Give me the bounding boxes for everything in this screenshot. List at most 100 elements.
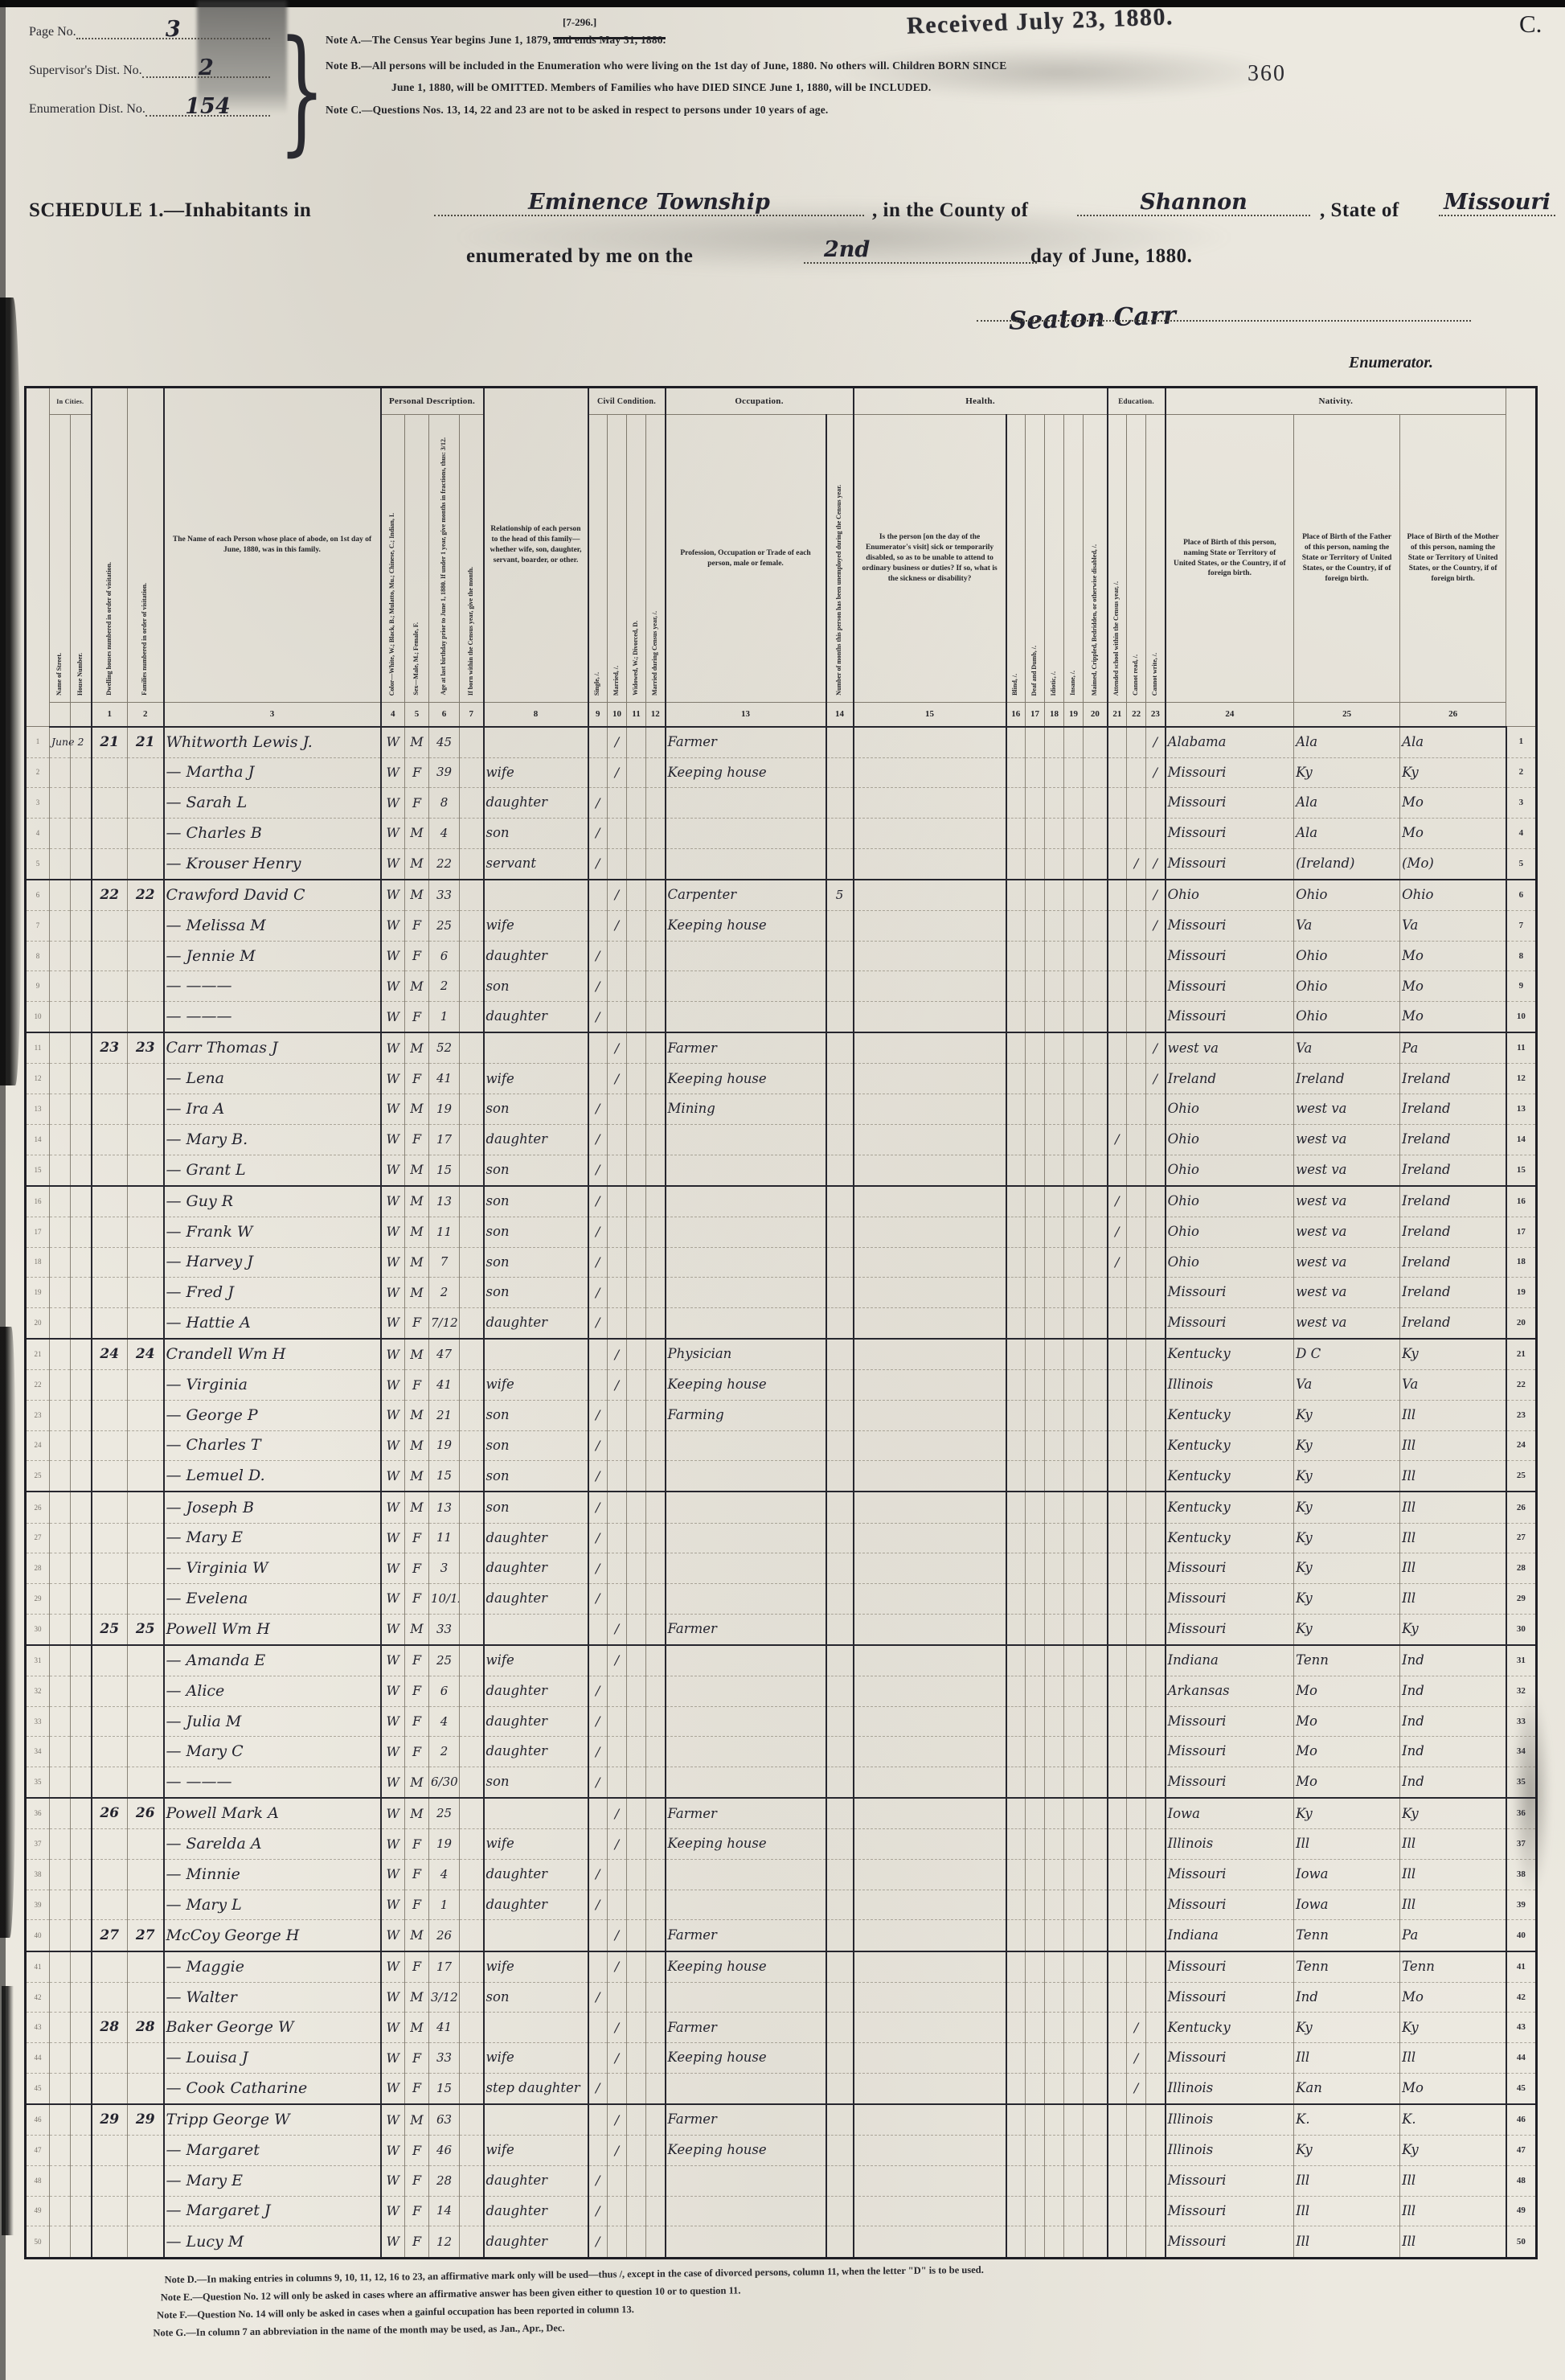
cell-cr bbox=[1126, 1001, 1147, 1034]
cell-fam: 23 bbox=[127, 1032, 164, 1065]
cell-mc bbox=[645, 1460, 666, 1493]
col-unemployed-header: Number of months this person has been un… bbox=[825, 414, 854, 703]
table-row: 25— Lemuel D. W M 15 son / Kentucky Ky Ill 25 bbox=[25, 1460, 1538, 1493]
supervisor-dist-label: Supervisor's Dist. No. bbox=[29, 63, 142, 77]
cell-s: F bbox=[404, 1553, 429, 1584]
cell-rn: 28 bbox=[1505, 1553, 1538, 1584]
cell-sc bbox=[1106, 787, 1128, 819]
cell-pm: Mo bbox=[1399, 818, 1507, 849]
cell-rn: 34 bbox=[1505, 1736, 1538, 1768]
cell-mr bbox=[607, 1492, 627, 1524]
cell-wd bbox=[626, 1553, 646, 1584]
cell-wd bbox=[626, 879, 646, 912]
cell-name: — Mary C bbox=[162, 1736, 381, 1768]
cell-pf: Ky bbox=[1293, 1430, 1401, 1462]
cell-name: — Jennie M bbox=[162, 941, 381, 972]
cell-wd bbox=[626, 1523, 646, 1554]
cell-mc bbox=[645, 1277, 666, 1308]
cell-mr bbox=[607, 970, 627, 1003]
cell-pm: Ill bbox=[1399, 1828, 1507, 1861]
cell-mr: / bbox=[607, 757, 627, 789]
cell-pf: west va bbox=[1293, 1185, 1401, 1217]
cell-un bbox=[825, 1155, 854, 1187]
cell-sg: / bbox=[587, 1185, 608, 1217]
cell-dw bbox=[90, 1247, 128, 1278]
cell-st bbox=[49, 757, 71, 789]
table-row: 6 22 22 Crawford David C W M 33/Carpenter 5/Ohi… bbox=[25, 879, 1538, 912]
cell-i18 bbox=[1044, 1430, 1065, 1462]
cell-occ: Carpenter bbox=[664, 879, 827, 912]
cell-sc bbox=[1106, 1032, 1128, 1065]
cell-sc bbox=[1106, 2165, 1128, 2197]
cell-m7 bbox=[459, 1859, 484, 1890]
cell-pm: K. bbox=[1399, 2104, 1507, 2136]
cell-cw bbox=[1145, 1247, 1166, 1278]
cell-a: 41 bbox=[428, 2012, 460, 2044]
cell-pb: Missouri bbox=[1164, 757, 1295, 789]
table-row: 43 28 28 Baker George W W M 41/Farmer / Kentucky… bbox=[25, 2012, 1538, 2044]
cell-name: — Julia M bbox=[162, 1706, 381, 1738]
cell-mr: / bbox=[607, 1032, 627, 1065]
cell-a: 28 bbox=[428, 2165, 460, 2197]
cell-dw bbox=[90, 2135, 128, 2166]
cell-i18 bbox=[1044, 1828, 1065, 1861]
cell-c: W bbox=[379, 1124, 405, 1155]
cell-s: F bbox=[404, 1951, 429, 1983]
cell-pf: Ky bbox=[1293, 1400, 1401, 1431]
col-sickness-header: Is the person [on the day of the Enumera… bbox=[852, 414, 1007, 703]
cell-pm: Ky bbox=[1399, 2012, 1507, 2044]
cell-occ: Farmer bbox=[664, 2012, 827, 2044]
cell-m20 bbox=[1083, 910, 1108, 942]
cell-st bbox=[49, 1523, 71, 1554]
cell-ho bbox=[70, 787, 92, 819]
cell-sick bbox=[852, 1307, 1007, 1340]
cell-cr bbox=[1126, 1094, 1147, 1125]
cell-mr bbox=[607, 1523, 627, 1554]
cell-cw bbox=[1145, 2104, 1166, 2136]
cell-m20 bbox=[1083, 1460, 1108, 1493]
table-row: 21 24 24 Crandell Wm H W M 47/Physician Kentuck… bbox=[25, 1339, 1538, 1371]
footnotes: Note D.—In making entries in columns 9, … bbox=[153, 2264, 985, 2345]
cell-i19 bbox=[1063, 1523, 1084, 1554]
cell-a: 33 bbox=[428, 2042, 460, 2074]
cell-un bbox=[825, 1217, 854, 1248]
cell-mr bbox=[607, 1982, 627, 2013]
cell-sc bbox=[1106, 2104, 1128, 2136]
cell-pb: Missouri bbox=[1164, 941, 1295, 972]
cell-cr bbox=[1126, 2104, 1147, 2136]
cell-dw bbox=[90, 1644, 128, 1676]
cell-a: 15 bbox=[428, 1155, 460, 1187]
cell-a: 11 bbox=[428, 1523, 460, 1554]
cell-c: W bbox=[379, 1339, 405, 1371]
cell-name: — Amanda E bbox=[162, 1644, 381, 1676]
cell-st bbox=[49, 1583, 71, 1615]
cell-m7 bbox=[459, 879, 484, 912]
cell-s: F bbox=[404, 1676, 429, 1707]
scan-smudge bbox=[836, 44, 1286, 101]
cell-un bbox=[825, 1553, 854, 1584]
cell-un bbox=[825, 1369, 854, 1401]
cell-occ bbox=[664, 787, 827, 819]
cell-d17 bbox=[1025, 1185, 1046, 1217]
cell-rel: wife bbox=[482, 1951, 588, 1983]
cell-st bbox=[49, 2042, 71, 2074]
cell-a: 13 bbox=[428, 1185, 460, 1217]
table-row: 15— Grant L W M 15 son / Ohio west va Ireland 15 bbox=[25, 1155, 1538, 1187]
cell-pf: Va bbox=[1293, 910, 1401, 942]
cell-pm: Ill bbox=[1399, 1492, 1507, 1524]
cell-ln: 46 bbox=[25, 2104, 50, 2136]
cell-ln: 42 bbox=[25, 1982, 50, 2013]
signature-rule bbox=[977, 320, 1471, 322]
cell-name: — ——— bbox=[162, 1767, 381, 1799]
cell-pm: Ind bbox=[1399, 1644, 1507, 1676]
col-deaf-header: Deaf and Dumb, /. bbox=[1025, 414, 1046, 703]
cell-wd bbox=[626, 1001, 646, 1034]
cell-i18 bbox=[1044, 1094, 1065, 1125]
cell-name: — Harvey J bbox=[162, 1247, 381, 1278]
cell-name: — Joseph B bbox=[162, 1492, 381, 1524]
cell-fam bbox=[127, 1185, 164, 1217]
cell-d17 bbox=[1025, 1583, 1046, 1615]
cell-a: 45 bbox=[428, 726, 460, 758]
cell-un bbox=[825, 787, 854, 819]
cell-rn: 49 bbox=[1505, 2196, 1538, 2227]
